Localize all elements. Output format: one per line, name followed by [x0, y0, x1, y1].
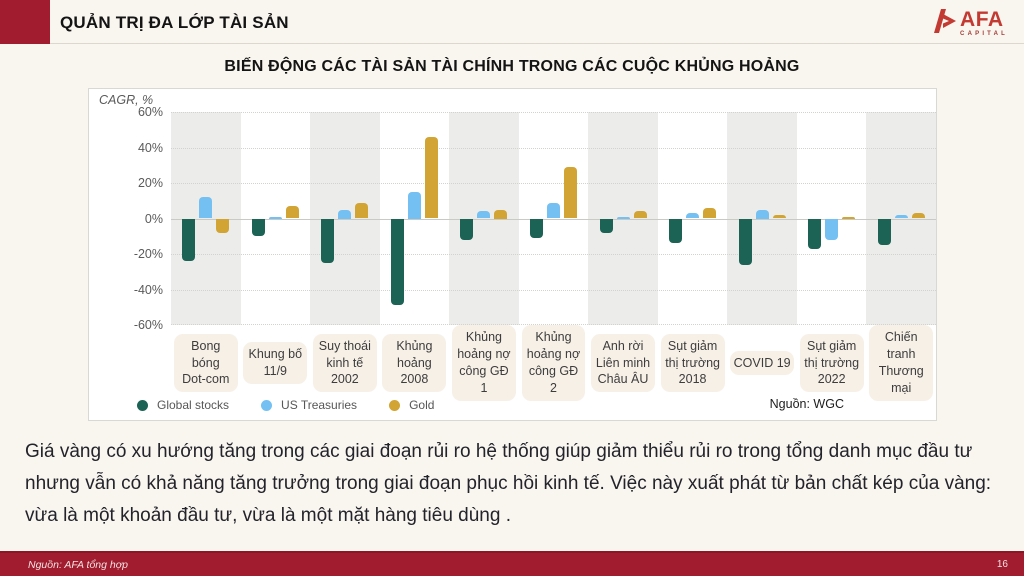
category-label-cell: Sụt giảm thị trường 2018	[658, 331, 728, 395]
legend-label: Gold	[409, 398, 435, 412]
category-label: Chiến tranh Thương mại	[869, 325, 934, 401]
bar-gold	[285, 206, 299, 219]
logo-icon	[932, 6, 958, 41]
category-label-cell: Khủng hoảng nợ công GĐ 1	[449, 325, 519, 401]
bar-us-treasuries	[547, 202, 560, 219]
body-paragraph: Giá vàng có xu hướng tăng trong các giai…	[25, 441, 992, 526]
bar-us-treasuries	[268, 216, 282, 219]
bar-us-treasuries	[825, 218, 839, 240]
category-label: COVID 19	[730, 350, 795, 376]
category-label-cell: Anh rời Liên minh Châu ÂU	[588, 331, 658, 395]
y-tick-label: 20%	[137, 176, 163, 190]
chart-legend: Global stocks US Treasuries Gold	[137, 398, 434, 412]
bar-global-stocks	[182, 218, 196, 262]
category-label: Khủng hoảng nợ công GĐ 2	[521, 325, 586, 401]
y-tick-label: 0%	[144, 211, 163, 226]
logo-subtext: CAPITAL	[960, 31, 1008, 37]
legend-label: Global stocks	[157, 398, 230, 412]
footer-source: Nguồn: AFA tổng hợp	[28, 558, 128, 571]
category-label-cell: Sụt giảm thị trường 2022	[797, 331, 867, 395]
legend-dot-icon	[389, 399, 401, 411]
bar-gold	[494, 209, 508, 219]
category-label: Suy thoái kinh tế 2002	[312, 333, 377, 393]
legend-item: Gold	[389, 398, 434, 412]
category-label-cell: COVID 19	[727, 331, 797, 395]
bar-gold	[842, 216, 856, 219]
legend-dot-icon	[261, 399, 273, 411]
category-label: Khung bố 11/9	[243, 342, 308, 384]
legend-item: US Treasuries	[261, 398, 357, 412]
footer-bar: Nguồn: AFA tổng hợp 16	[0, 551, 1024, 576]
bar-us-treasuries	[686, 213, 700, 219]
legend-item: Global stocks	[137, 398, 229, 412]
category-label-cell: Khung bố 11/9	[241, 331, 311, 395]
bar-gold	[564, 167, 577, 219]
gridline	[171, 254, 936, 255]
bar-gold	[355, 202, 369, 219]
plot-area	[171, 112, 936, 325]
category-label: Bong bóng Dot-com	[173, 333, 238, 393]
chart-panel: CAGR, % 60% 40% 20% 0% -20% -40% -60% Bong bón…	[88, 88, 937, 421]
bar-global-stocks	[460, 218, 474, 240]
header-divider	[50, 43, 1024, 44]
y-tick-label: 60%	[137, 105, 163, 119]
category-label: Sụt giảm thị trường 2018	[660, 333, 725, 393]
y-axis: 60% 40% 20% 0% -20% -40% -60%	[89, 105, 163, 332]
bar-gold	[633, 211, 647, 219]
bar-global-stocks	[669, 218, 683, 244]
y-tick-label: -20%	[133, 247, 163, 261]
bar-global-stocks	[877, 218, 891, 246]
page-title: QUẢN TRỊ ĐA LỚP TÀI SẢN	[60, 13, 289, 32]
afa-capital-logo: AFA CAPITAL	[932, 6, 1008, 41]
bar-global-stocks	[808, 218, 822, 249]
header-accent-square	[0, 0, 50, 44]
legend-label: US Treasuries	[281, 398, 358, 412]
bar-global-stocks	[390, 218, 404, 306]
category-axis: Bong bóng Dot-com Khung bố 11/9 Suy thoái …	[171, 325, 936, 401]
gridline	[171, 147, 936, 149]
category-label-cell: Khủng hoảng nợ công GĐ 2	[519, 325, 589, 401]
y-tick-label: -60%	[133, 318, 163, 332]
bar-global-stocks	[599, 218, 613, 233]
gridline	[171, 289, 936, 291]
category-label-cell: Bong bóng Dot-com	[171, 331, 241, 395]
category-label: Anh rời Liên minh Châu ÂU	[591, 333, 656, 393]
bar-us-treasuries	[616, 216, 630, 219]
gridline	[171, 324, 936, 325]
y-tick-label: -40%	[133, 282, 163, 297]
category-label-cell: Khủng hoảng 2008	[380, 331, 450, 395]
bar-gold	[424, 136, 438, 219]
bar-us-treasuries	[894, 214, 908, 219]
logo-text: AFA	[960, 8, 1004, 31]
gridline	[171, 218, 936, 220]
gridline	[171, 183, 936, 184]
gridline	[171, 112, 936, 113]
category-label: Khủng hoảng nợ công GĐ 1	[451, 325, 516, 401]
chart-title: BIẾN ĐỘNG CÁC TÀI SẢN TÀI CHÍNH TRONG CÁ…	[224, 58, 800, 75]
category-label-cell: Suy thoái kinh tế 2002	[310, 331, 380, 395]
category-label-cell: Chiến tranh Thương mại	[866, 325, 936, 401]
bar-gold	[703, 207, 717, 219]
bar-gold	[911, 213, 925, 219]
y-axis-label: CAGR, %	[99, 93, 154, 107]
legend-dot-icon	[137, 399, 148, 411]
bar-gold	[772, 214, 786, 219]
bar-global-stocks	[321, 218, 335, 263]
bar-gold	[216, 218, 230, 233]
bar-global-stocks	[738, 218, 752, 265]
bar-us-treasuries	[338, 209, 352, 219]
chart-source-note: Nguồn: WGC	[769, 397, 844, 411]
bar-us-treasuries	[755, 209, 769, 219]
bar-us-treasuries	[477, 211, 491, 219]
category-label: Sụt giảm thị trường 2022	[799, 333, 864, 393]
bar-global-stocks	[251, 218, 265, 237]
category-label: Khủng hoảng 2008	[382, 333, 447, 393]
bar-us-treasuries	[407, 191, 421, 219]
y-tick-label: 40%	[137, 140, 163, 155]
bar-us-treasuries	[199, 197, 213, 219]
page-number: 16	[996, 559, 1008, 570]
bar-global-stocks	[530, 218, 543, 239]
